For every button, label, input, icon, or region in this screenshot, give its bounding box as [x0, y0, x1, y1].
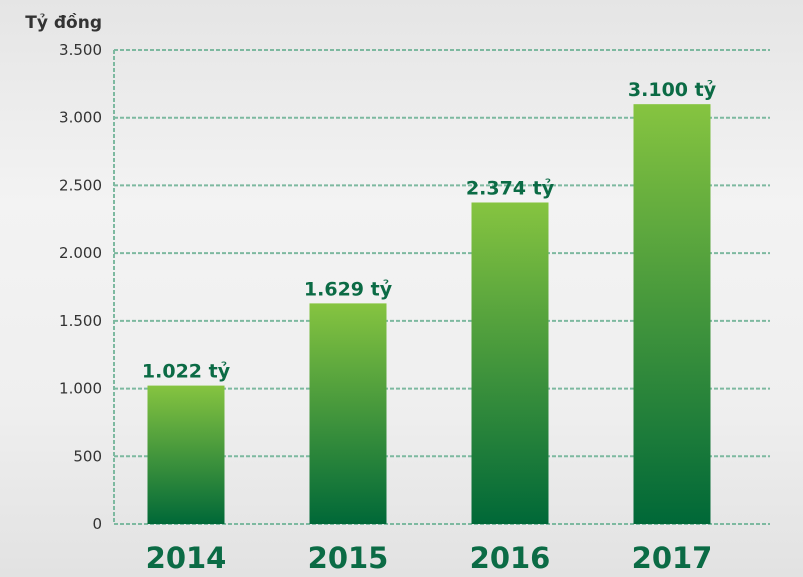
y-axis-title: Tỷ đồng [25, 12, 102, 33]
y-tick-label: 3.500 [59, 41, 102, 59]
y-tick-label: 3.000 [59, 109, 102, 127]
bar-2015 [309, 303, 387, 524]
y-tick-label: 2.000 [59, 244, 102, 262]
bar-2016 [471, 202, 549, 525]
data-label: 2.374 tỷ [466, 177, 555, 199]
y-tick-label: 2.500 [59, 176, 102, 194]
bar-2014 [147, 385, 225, 524]
data-label: 1.022 tỷ [142, 361, 231, 383]
y-tick-label: 1.500 [59, 312, 102, 330]
y-tick-label: 0 [92, 515, 102, 533]
x-tick-label: 2014 [146, 541, 227, 575]
data-label: 3.100 tỷ [628, 79, 717, 101]
y-tick-label: 500 [73, 447, 102, 465]
y-tick-label: 1.000 [59, 380, 102, 398]
x-tick-label: 2017 [632, 541, 713, 575]
bar-2017 [633, 104, 711, 525]
x-tick-label: 2015 [308, 541, 389, 575]
x-tick-label: 2016 [470, 541, 551, 575]
data-label: 1.629 tỷ [304, 278, 393, 300]
